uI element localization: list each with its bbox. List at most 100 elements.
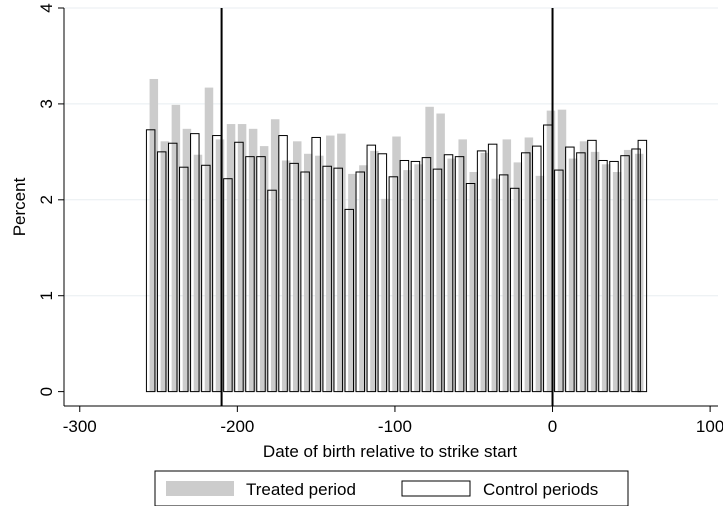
legend-label-treated: Treated period bbox=[246, 480, 356, 499]
bar-control bbox=[598, 159, 608, 393]
bar-treated bbox=[447, 158, 456, 392]
bar-control bbox=[223, 178, 233, 393]
bar-treated bbox=[491, 178, 501, 392]
bar-treated bbox=[546, 110, 556, 392]
bar-control bbox=[520, 152, 531, 393]
legend-swatch-treated bbox=[166, 481, 234, 496]
bar-control bbox=[145, 129, 156, 393]
bar-treated bbox=[248, 128, 258, 392]
bar-control bbox=[532, 145, 542, 393]
bar-treated bbox=[623, 149, 633, 392]
y-axis-title: Percent bbox=[10, 177, 29, 236]
y-tick-label: 0 bbox=[37, 387, 56, 396]
bar-treated bbox=[414, 164, 423, 392]
bar-treated bbox=[524, 137, 534, 392]
legend: Treated period Control periods bbox=[154, 470, 629, 506]
bar-treated bbox=[601, 164, 611, 392]
bar-treated bbox=[403, 170, 412, 392]
bar-control bbox=[300, 171, 310, 393]
bar-treated bbox=[292, 141, 302, 392]
bar-treated bbox=[326, 135, 335, 392]
bar-control bbox=[190, 133, 200, 393]
bar-treated bbox=[160, 141, 170, 392]
bar-control bbox=[609, 160, 619, 393]
bar-control bbox=[509, 187, 520, 393]
bar-treated bbox=[226, 124, 236, 392]
bar-treated bbox=[337, 133, 346, 392]
bar-control bbox=[498, 174, 509, 393]
bar-treated bbox=[359, 165, 368, 392]
legend-swatch-control bbox=[401, 480, 471, 497]
bar-treated bbox=[480, 152, 490, 392]
bar-treated bbox=[513, 162, 523, 392]
bar-control bbox=[278, 135, 288, 393]
bar-control bbox=[234, 141, 244, 393]
x-axis-title: Date of birth relative to strike start bbox=[263, 442, 517, 461]
bar-treated bbox=[612, 171, 622, 392]
bar-control bbox=[410, 160, 421, 393]
bar-control bbox=[465, 183, 476, 393]
bars-treated bbox=[149, 78, 644, 392]
axes: -300 -200 -100 0 100 0 1 2 3 4 bbox=[37, 3, 723, 436]
bar-treated bbox=[370, 150, 379, 392]
bar-control bbox=[476, 150, 487, 393]
bar-control bbox=[454, 156, 465, 393]
bar-control bbox=[637, 139, 648, 393]
bar-control bbox=[554, 169, 564, 393]
bar-treated bbox=[590, 151, 600, 392]
bar-control bbox=[167, 142, 178, 393]
bar-treated bbox=[392, 136, 401, 392]
bar-treated bbox=[281, 160, 291, 392]
bar-control bbox=[289, 162, 299, 393]
bar-treated bbox=[458, 139, 467, 392]
bar-control bbox=[620, 155, 630, 393]
bar-control bbox=[344, 208, 354, 393]
bar-treated bbox=[436, 113, 445, 392]
reference-lines bbox=[220, 8, 554, 406]
bar-treated bbox=[634, 153, 644, 392]
bar-control bbox=[421, 157, 432, 393]
bar-control bbox=[156, 151, 167, 393]
bar-control bbox=[565, 146, 575, 393]
bar-treated bbox=[193, 154, 203, 392]
bar-treated bbox=[469, 171, 478, 392]
x-tick-label: -300 bbox=[63, 417, 97, 436]
bar-control bbox=[256, 156, 266, 393]
bar-treated bbox=[171, 104, 181, 392]
bar-treated bbox=[315, 155, 324, 392]
bar-treated bbox=[149, 78, 159, 392]
bar-control bbox=[388, 176, 399, 393]
bar-treated bbox=[348, 173, 357, 392]
bar-control bbox=[322, 165, 332, 393]
y-tick-label: 1 bbox=[37, 291, 56, 300]
bar-control bbox=[245, 156, 255, 393]
bar-control bbox=[587, 139, 597, 393]
bar-control bbox=[377, 153, 388, 393]
bar-treated bbox=[425, 106, 434, 392]
bar-treated bbox=[270, 119, 280, 392]
bar-treated bbox=[568, 158, 578, 392]
bar-treated bbox=[304, 153, 313, 392]
bar-treated bbox=[237, 124, 247, 392]
x-tick-label: 100 bbox=[696, 417, 723, 436]
bar-control bbox=[631, 148, 641, 393]
bar-control bbox=[267, 189, 277, 393]
bar-treated bbox=[215, 139, 225, 392]
bars-control bbox=[145, 124, 648, 393]
bar-control bbox=[366, 144, 377, 393]
y-tick-label: 4 bbox=[37, 3, 56, 12]
bar-treated bbox=[381, 198, 390, 392]
x-tick-label: 0 bbox=[548, 417, 557, 436]
bar-control bbox=[311, 136, 321, 393]
bar-control bbox=[487, 143, 498, 393]
x-tick-label: -100 bbox=[378, 417, 412, 436]
bar-control bbox=[443, 154, 454, 393]
bar-treated bbox=[204, 87, 214, 392]
bar-treated bbox=[557, 109, 567, 392]
legend-label-control: Control periods bbox=[483, 480, 598, 499]
bar-control bbox=[576, 152, 586, 393]
bar-control bbox=[432, 168, 443, 393]
bar-control bbox=[333, 167, 343, 393]
bar-control bbox=[355, 171, 366, 393]
x-tick-label: -200 bbox=[220, 417, 254, 436]
